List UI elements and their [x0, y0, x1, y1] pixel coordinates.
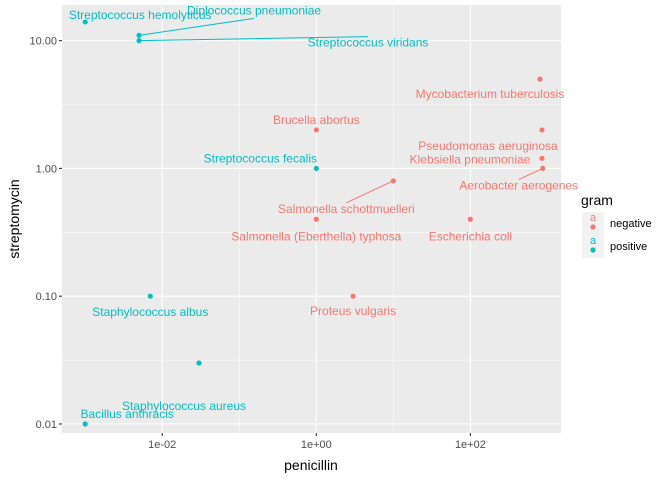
point-label: Streptococcus hemolyticus [69, 8, 212, 22]
leader-line [138, 17, 255, 36]
data-point [540, 165, 546, 172]
y-tick-label: 0.10 [36, 291, 57, 303]
point-label: Salmonella (Eberthella) typhosa [231, 229, 401, 243]
point-label: Aerobacter aerogenes [459, 178, 578, 192]
point-label: Staphylococcus aureus [122, 399, 246, 413]
x-tick-label: 1e+02 [455, 439, 486, 451]
legend-key-background [582, 235, 604, 258]
data-point [82, 19, 88, 25]
legend-key-background [582, 212, 604, 235]
x-axis-ticks: 1e-02 1e+00 1e+02 [148, 433, 486, 451]
leader-line [346, 180, 394, 204]
data-point [390, 178, 396, 184]
point-label: Escherichia coli [429, 229, 512, 243]
leader-line [139, 36, 369, 42]
data-point [537, 76, 543, 82]
legend-entry-label: positive [610, 241, 647, 253]
data-point [196, 360, 202, 366]
legend: gram a negative a positive [581, 192, 652, 258]
legend-entry-label: negative [610, 218, 652, 230]
point-label: Salmonella schottmuelleri [278, 202, 415, 216]
data-point [539, 155, 545, 161]
data-point [82, 421, 88, 427]
minor-gridlines [62, 5, 561, 433]
y-tick-label: 1.00 [36, 163, 57, 175]
data-points [82, 19, 546, 427]
data-point [313, 216, 319, 222]
legend-key-glyph: a [590, 212, 597, 224]
legend-key-point [590, 224, 596, 230]
data-point [313, 165, 319, 172]
point-label: Staphylococcus albus [92, 305, 208, 319]
point-label: Mycobacterium tuberculosis [416, 87, 565, 101]
legend-key-point [590, 247, 596, 253]
point-label: Brucella abortus [273, 113, 360, 127]
y-axis-title: streptomycin [6, 179, 22, 258]
x-tick-label: 1e-02 [148, 439, 176, 451]
plot-panel [62, 5, 561, 433]
y-tick-label: 10.00 [29, 36, 57, 48]
point-label: Pseudomonas aeruginosa [418, 139, 558, 153]
y-tick-label: 0.01 [36, 419, 57, 431]
leader-line [518, 167, 543, 180]
data-point [136, 38, 142, 44]
point-label: Diplococcus pneumoniae [187, 3, 321, 17]
data-point [539, 127, 545, 133]
data-point [313, 127, 319, 133]
data-point [467, 216, 473, 222]
legend-key-glyph: a [590, 235, 597, 247]
y-axis-ticks: 0.01 0.10 1.00 10.00 [29, 36, 62, 431]
x-axis-title: penicillin [284, 457, 338, 473]
point-labels: Aerobacter aerogenes Brucella abortus Baci… [69, 3, 578, 421]
legend-title: gram [581, 192, 613, 208]
data-point [350, 293, 356, 299]
x-tick-label: 1e+00 [301, 439, 332, 451]
point-label: Klebsiella pneumoniae [410, 152, 531, 166]
point-label: Proteus vulgaris [310, 304, 396, 318]
point-label: Streptococcus fecalis [204, 151, 317, 165]
point-label: Streptococcus viridans [308, 36, 429, 50]
data-point [136, 32, 142, 38]
legend-keys: a negative a positive [582, 212, 652, 258]
data-point [147, 293, 153, 299]
point-label: Bacillus anthracis [81, 407, 174, 421]
label-leader-lines [138, 17, 543, 204]
